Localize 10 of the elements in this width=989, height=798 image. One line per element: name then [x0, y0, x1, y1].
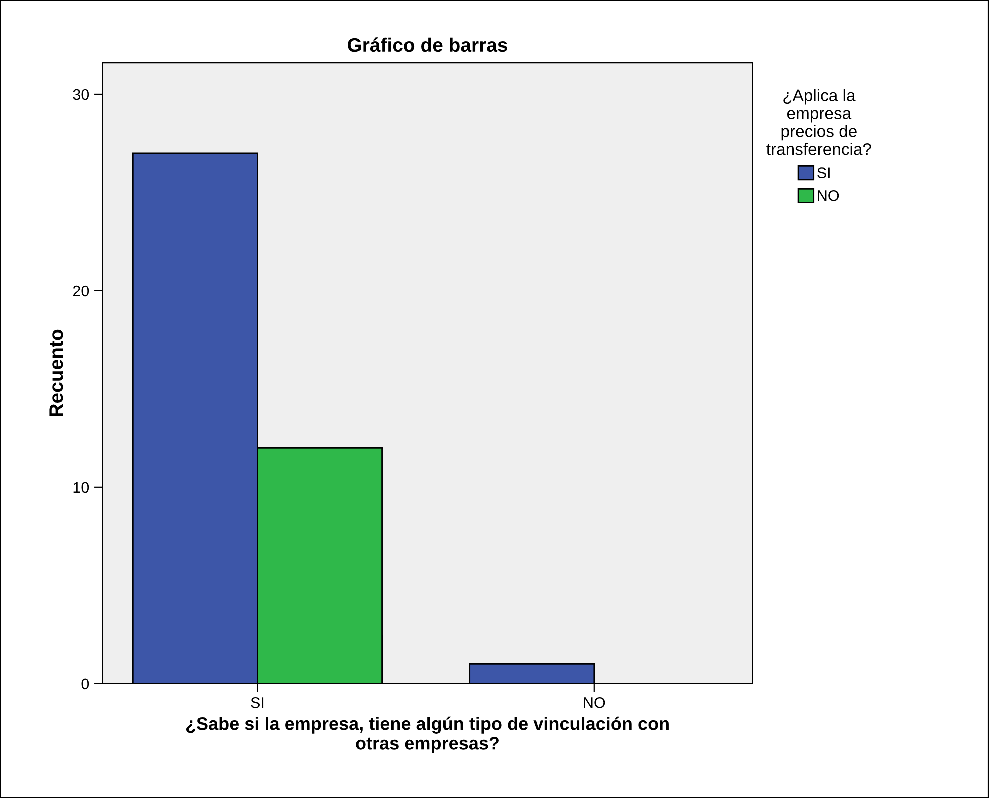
- legend-label: NO: [818, 190, 840, 202]
- chart-title: Gráfico de barras: [348, 38, 508, 52]
- y-tick-label: 20: [73, 286, 90, 297]
- y-tick-label: 30: [73, 89, 90, 100]
- legend-title: ¿Aplica la empresa precios de transferencia?: [766, 89, 872, 156]
- y-tick-label: 0: [82, 678, 90, 690]
- legend-label: SI: [818, 168, 830, 178]
- y-tick-label: 10: [74, 482, 90, 494]
- y-axis-title: Recuento: [50, 330, 64, 416]
- x-axis-title: ¿Sabe si la empresa, tiene algún tipo de vinculación con otras empresas?: [186, 716, 669, 754]
